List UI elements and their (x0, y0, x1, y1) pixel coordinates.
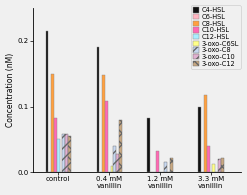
Bar (218, 159, 221, 172)
Bar (170, 158, 173, 172)
Bar (156, 151, 159, 172)
Bar (105, 101, 108, 172)
Bar (164, 162, 167, 172)
Bar (207, 146, 209, 172)
Bar (57, 139, 60, 172)
Bar (116, 154, 119, 172)
Bar (198, 106, 201, 172)
Bar (110, 166, 113, 172)
Bar (147, 118, 150, 172)
Bar (46, 31, 48, 172)
Bar (102, 75, 105, 172)
Bar (62, 134, 65, 172)
Legend: C4-HSL, C6-HSL, C8-HSL, C10-HSL, C12-HSL, 3-oxo-C6SL, 3-oxo-C8, 3-oxo-C10, 3-oxo: C4-HSL, C6-HSL, C8-HSL, C10-HSL, C12-HSL… (191, 5, 241, 69)
Bar (68, 136, 71, 172)
Bar (65, 134, 68, 172)
Bar (119, 120, 122, 172)
Bar (212, 164, 215, 172)
Bar (221, 158, 224, 172)
Bar (204, 95, 207, 172)
Y-axis label: Concentration (nM): Concentration (nM) (5, 53, 15, 127)
Bar (113, 146, 116, 172)
Bar (54, 118, 57, 172)
Bar (97, 47, 99, 172)
Bar (51, 74, 54, 172)
